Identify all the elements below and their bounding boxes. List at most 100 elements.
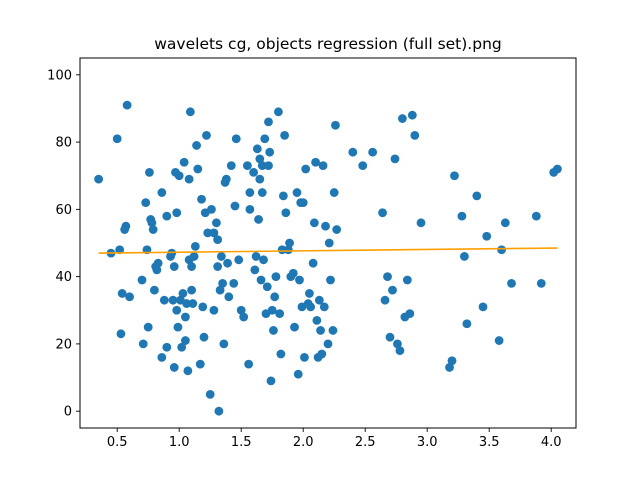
data-point xyxy=(162,211,172,221)
data-point xyxy=(121,221,131,231)
data-point xyxy=(216,252,226,261)
data-point xyxy=(209,305,219,315)
data-point xyxy=(213,235,223,245)
data-point xyxy=(153,258,163,268)
data-point xyxy=(218,278,228,288)
data-point xyxy=(169,262,179,271)
data-point xyxy=(402,275,412,285)
y-tick-label: 20 xyxy=(55,337,72,352)
data-point xyxy=(141,198,151,208)
data-point xyxy=(207,204,216,214)
data-point xyxy=(148,225,158,234)
data-point xyxy=(179,157,189,167)
data-point xyxy=(199,332,209,342)
data-point xyxy=(331,120,340,130)
data-point xyxy=(192,141,201,150)
data-point xyxy=(117,289,127,298)
data-point xyxy=(265,147,275,157)
data-point xyxy=(239,312,249,322)
data-point xyxy=(536,278,546,288)
x-tick-label: 4.0 xyxy=(541,435,562,450)
data-point xyxy=(301,164,311,174)
y-tick-label: 0 xyxy=(64,405,72,420)
data-point xyxy=(314,295,324,305)
data-point xyxy=(290,322,299,332)
data-point xyxy=(323,339,333,349)
y-axis-ticks: 0 20 40 60 80 100 xyxy=(47,68,80,420)
data-point xyxy=(300,352,309,362)
data-point xyxy=(292,188,302,197)
data-point xyxy=(368,147,378,157)
data-point xyxy=(223,258,232,268)
data-point xyxy=(157,188,167,197)
data-point xyxy=(312,315,322,325)
data-point xyxy=(219,339,229,349)
data-point xyxy=(306,302,316,312)
data-point xyxy=(378,208,387,218)
y-tick-label: 40 xyxy=(55,270,72,285)
x-tick-label: 2.5 xyxy=(355,435,376,450)
data-point xyxy=(195,359,205,369)
data-point xyxy=(230,201,240,211)
data-point xyxy=(295,275,304,285)
data-point xyxy=(298,198,308,208)
data-point xyxy=(187,262,197,271)
data-point xyxy=(462,319,472,329)
data-point xyxy=(181,336,190,345)
data-point xyxy=(112,134,122,144)
data-point xyxy=(244,359,254,369)
data-point xyxy=(285,238,294,248)
axes-frame xyxy=(79,57,577,429)
chart-title: wavelets cg, objects regression (full se… xyxy=(154,35,502,53)
data-point xyxy=(224,292,234,302)
data-point xyxy=(202,130,211,140)
data-point xyxy=(257,161,267,171)
data-point xyxy=(264,161,273,171)
data-point xyxy=(460,252,469,261)
data-point xyxy=(162,342,172,352)
data-point xyxy=(193,164,203,174)
data-point xyxy=(293,369,303,379)
x-tick-label: 0.5 xyxy=(107,435,128,450)
data-point xyxy=(189,252,199,261)
data-point xyxy=(316,326,325,335)
data-point xyxy=(450,171,459,181)
data-point xyxy=(209,228,219,238)
data-point xyxy=(321,221,330,231)
data-point xyxy=(255,174,265,184)
data-point xyxy=(445,363,454,372)
data-point xyxy=(410,130,420,140)
data-point xyxy=(267,305,277,315)
data-point xyxy=(184,174,194,184)
data-point xyxy=(278,191,288,201)
data-point xyxy=(553,164,562,174)
data-point xyxy=(256,275,266,285)
data-point xyxy=(197,194,206,204)
data-point xyxy=(348,147,358,157)
data-point xyxy=(283,245,293,255)
data-point xyxy=(329,188,339,197)
data-point xyxy=(251,252,261,261)
data-point xyxy=(173,322,183,332)
data-point xyxy=(326,275,335,285)
data-point xyxy=(215,285,225,295)
data-point xyxy=(324,238,334,248)
data-point xyxy=(259,255,268,265)
data-point xyxy=(472,191,482,201)
data-point xyxy=(234,255,244,265)
data-point xyxy=(494,336,504,345)
data-point xyxy=(276,349,286,359)
y-tick-label: 60 xyxy=(55,203,72,218)
data-point xyxy=(281,208,291,218)
data-point xyxy=(398,114,407,123)
data-point xyxy=(269,326,278,335)
y-tick-label: 80 xyxy=(55,136,72,151)
data-point xyxy=(157,352,167,362)
x-tick-label: 2.0 xyxy=(293,435,314,450)
data-point xyxy=(380,295,390,305)
data-point xyxy=(309,218,319,228)
data-point xyxy=(221,174,231,184)
data-point xyxy=(264,117,273,127)
data-point xyxy=(122,100,132,110)
